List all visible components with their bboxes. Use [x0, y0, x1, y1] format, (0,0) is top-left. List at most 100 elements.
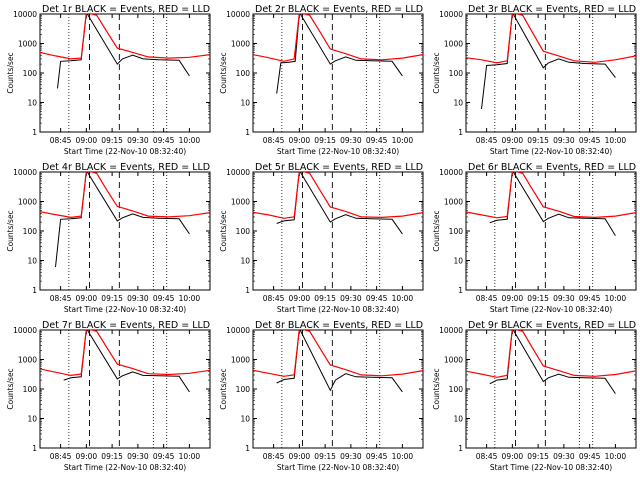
y-tick-label: 1000 — [231, 356, 250, 365]
x-tick-label: 10:00 — [392, 294, 414, 303]
x-tick-label: 09:15 — [314, 294, 336, 303]
plot-area — [40, 172, 210, 268]
y-tick-label: 1000 — [231, 40, 250, 49]
x-tick-label: 09:45 — [153, 294, 175, 303]
x-tick-label: 10:00 — [179, 452, 201, 461]
y-tick-label: 10 — [27, 99, 37, 108]
x-tick-label: 09:45 — [366, 452, 388, 461]
x-tick-label: 09:30 — [127, 294, 149, 303]
x-axis-label: Start Time (22-Nov-10 08:32:40) — [490, 147, 612, 156]
plot-area — [40, 14, 210, 89]
x-tick-label: 09:00 — [76, 294, 98, 303]
plot-area — [253, 14, 423, 94]
y-tick-label: 10000 — [226, 168, 250, 177]
events-series-line — [276, 330, 403, 393]
x-axis-label: Start Time (22-Nov-10 08:32:40) — [277, 305, 399, 314]
panel-title: Det 6r BLACK = Events, RED = LLD — [468, 162, 636, 173]
y-tick-label: 100 — [236, 385, 251, 394]
y-tick-label: 10 — [27, 257, 37, 266]
y-tick-label: 1000 — [18, 40, 37, 49]
y-axis-label: Counts/sec — [219, 52, 228, 93]
x-tick-label: 09:45 — [366, 294, 388, 303]
y-tick-label: 1 — [32, 444, 37, 453]
y-tick-label: 1 — [245, 444, 250, 453]
events-series-line — [276, 14, 403, 94]
x-tick-label: 08:45 — [263, 452, 285, 461]
y-tick-label: 100 — [23, 227, 38, 236]
x-tick-label: 09:30 — [553, 136, 575, 145]
panel-title: Det 1r BLACK = Events, RED = LLD — [42, 4, 210, 15]
y-axis-label: Counts/sec — [6, 210, 15, 251]
x-axis-label: Start Time (22-Nov-10 08:32:40) — [64, 147, 186, 156]
plot-area — [466, 172, 636, 236]
x-tick-label: 09:30 — [340, 136, 362, 145]
lld-series-line — [253, 172, 423, 219]
x-axis-label: Start Time (22-Nov-10 08:32:40) — [64, 305, 186, 314]
x-tick-label: 09:15 — [527, 294, 549, 303]
x-tick-label: 09:15 — [314, 452, 336, 461]
lld-series-line — [253, 330, 423, 377]
x-tick-label: 09:15 — [527, 452, 549, 461]
lld-series-line — [40, 14, 210, 60]
x-tick-label: 09:00 — [502, 136, 524, 145]
y-tick-label: 10 — [240, 99, 250, 108]
panel-title: Det 4r BLACK = Events, RED = LLD — [42, 162, 210, 173]
y-axis-label: Counts/sec — [6, 52, 15, 93]
y-tick-label: 10000 — [13, 168, 37, 177]
y-tick-label: 1 — [458, 128, 463, 137]
y-tick-label: 10 — [453, 99, 463, 108]
x-tick-label: 09:45 — [579, 136, 601, 145]
x-tick-label: 09:30 — [127, 452, 149, 461]
x-axis-label: Start Time (22-Nov-10 08:32:40) — [490, 305, 612, 314]
plot-frame — [465, 13, 637, 133]
plot-area — [40, 330, 210, 393]
x-tick-label: 09:00 — [289, 294, 311, 303]
events-series-line — [55, 172, 190, 268]
plot-area — [253, 330, 423, 393]
panel-2: Det 2r BLACK = Events, RED = LLD 1 10 100 10… — [219, 4, 424, 156]
y-tick-label: 1 — [245, 286, 250, 295]
x-tick-label: 09:15 — [101, 452, 123, 461]
x-tick-label: 10:00 — [392, 452, 414, 461]
x-tick-label: 10:00 — [179, 136, 201, 145]
y-axis-label: Counts/sec — [6, 368, 15, 409]
y-tick-label: 100 — [449, 69, 464, 78]
y-tick-label: 1000 — [444, 198, 463, 207]
plot-frame — [252, 13, 424, 133]
x-tick-label: 09:00 — [76, 452, 98, 461]
y-tick-label: 1 — [32, 128, 37, 137]
y-tick-label: 1000 — [18, 356, 37, 365]
x-tick-label: 10:00 — [605, 136, 627, 145]
panel-title: Det 7r BLACK = Events, RED = LLD — [42, 320, 210, 331]
panel-4: Det 4r BLACK = Events, RED = LLD 1 10 100 10… — [6, 162, 211, 314]
y-axis-label: Counts/sec — [432, 368, 441, 409]
y-tick-label: 10000 — [226, 326, 250, 335]
x-tick-label: 08:45 — [50, 452, 72, 461]
x-tick-label: 09:30 — [553, 294, 575, 303]
y-tick-label: 1 — [458, 444, 463, 453]
plot-frame — [39, 329, 211, 449]
x-tick-label: 09:45 — [579, 294, 601, 303]
y-tick-label: 10000 — [226, 10, 250, 19]
x-tick-label: 09:30 — [340, 452, 362, 461]
y-tick-label: 100 — [449, 385, 464, 394]
lld-series-line — [40, 172, 210, 219]
x-tick-label: 10:00 — [392, 136, 414, 145]
panel-6: Det 6r BLACK = Events, RED = LLD 1 10 100 10… — [432, 162, 637, 314]
lld-series-line — [40, 330, 210, 377]
x-tick-label: 08:45 — [50, 294, 72, 303]
x-tick-label: 08:45 — [263, 294, 285, 303]
panel-title: Det 2r BLACK = Events, RED = LLD — [255, 4, 423, 15]
events-series-line — [57, 14, 190, 89]
panel-title: Det 3r BLACK = Events, RED = LLD — [468, 4, 636, 15]
panel-title: Det 9r BLACK = Events, RED = LLD — [468, 320, 636, 331]
x-tick-label: 09:45 — [579, 452, 601, 461]
y-tick-label: 100 — [23, 69, 38, 78]
x-tick-label: 09:45 — [153, 136, 175, 145]
plot-frame — [252, 171, 424, 291]
y-tick-label: 10 — [240, 257, 250, 266]
x-axis-label: Start Time (22-Nov-10 08:32:40) — [64, 463, 186, 472]
y-axis-label: Counts/sec — [432, 210, 441, 251]
plot-area — [253, 172, 423, 235]
y-tick-label: 1 — [32, 286, 37, 295]
